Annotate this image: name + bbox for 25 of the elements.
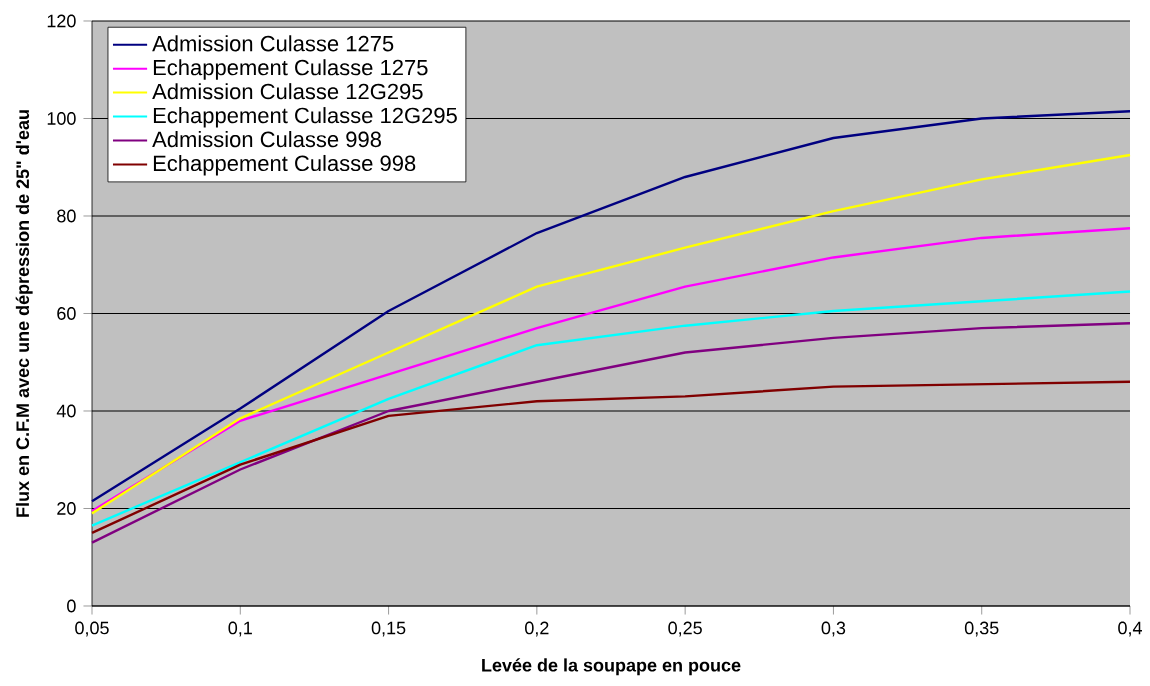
legend-label: Admission Culasse 12G295: [152, 83, 423, 100]
x-tick-label: 0,2: [525, 621, 549, 637]
x-tick-label: 0,15: [371, 621, 406, 637]
x-tick-label: 0,1: [228, 621, 252, 637]
x-tick-label: 0,25: [668, 621, 702, 637]
y-tick-label: 100: [47, 112, 76, 125]
legend-label: Echappement Culasse 1275: [153, 59, 428, 80]
legend-label: Admission Culasse 1275: [152, 35, 394, 52]
line-series: [90, 226, 1132, 513]
x-tick-label: 0,3: [821, 621, 846, 637]
y-tick-label: 40: [56, 404, 76, 418]
y-tick-label: 120: [47, 14, 76, 28]
y-tick-label: 20: [57, 502, 76, 515]
x-tick-label: 0,35: [964, 621, 999, 637]
y-axis-title: Flux en C.F.M avec une dépression de 25" d'eau: [15, 110, 33, 517]
legend-label: Echappement Culasse 998: [153, 154, 416, 176]
x-tick-label: 0,4: [1118, 621, 1142, 637]
legend-label: Admission Culasse 998: [152, 131, 381, 148]
line-series: [90, 322, 1132, 544]
y-tick-label: 0: [67, 599, 76, 613]
legend-label: Echappement Culasse 12G295: [153, 107, 457, 128]
x-axis-title: Levée de la soupape en pouce: [482, 658, 741, 676]
x-tick-label: 0,05: [75, 621, 109, 637]
y-tick-label: 60: [57, 307, 76, 320]
y-tick-label: 80: [57, 209, 76, 223]
